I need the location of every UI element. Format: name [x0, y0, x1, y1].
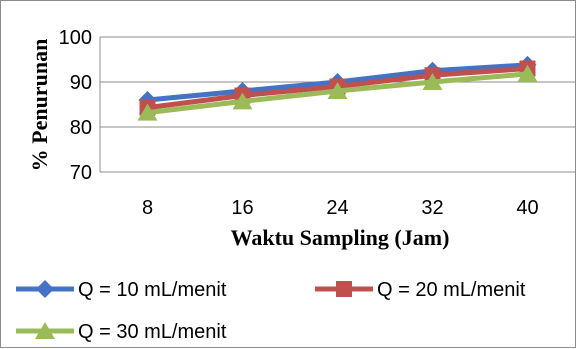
legend: Q = 10 mL/menit Q = 20 mL/menit Q = 30 mL/…: [16, 279, 526, 343]
series-3: [137, 64, 538, 121]
data-point: [422, 73, 443, 90]
axes: [99, 37, 575, 173]
x-tick-label: 8: [142, 197, 153, 219]
x-tick-label: 32: [421, 197, 443, 219]
data-point: [137, 103, 158, 121]
y-tick-label: 80: [70, 117, 92, 139]
legend-marker: [336, 281, 352, 297]
legend-label: Q = 10 mL/menit: [78, 279, 227, 301]
legend-item: Q = 10 mL/menit: [16, 279, 227, 301]
y-axis-title: % Penurunan: [27, 39, 52, 172]
x-tick-label: 24: [326, 197, 348, 219]
y-tick-label: 90: [70, 72, 92, 94]
legend-label: Q = 30 mL/menit: [78, 321, 227, 343]
legend-label: Q = 20 mL/menit: [377, 279, 526, 301]
x-tick-label: 16: [231, 197, 253, 219]
data-point: [327, 82, 348, 99]
x-tick-label: 40: [516, 197, 538, 219]
data-point: [517, 64, 538, 82]
y-tick-label: 100: [59, 27, 92, 49]
y-tick-label: 70: [70, 162, 92, 184]
x-axis-title: Waktu Sampling (Jam): [231, 225, 450, 250]
legend-marker: [36, 280, 54, 298]
legend-item: Q = 30 mL/menit: [16, 321, 227, 343]
tick-labels: 70 80 90 100 8 16 24 32 40: [59, 27, 539, 219]
data-point: [232, 92, 253, 110]
legend-item: Q = 20 mL/menit: [315, 279, 526, 301]
series-group: [137, 55, 538, 121]
legend-marker: [35, 322, 55, 339]
